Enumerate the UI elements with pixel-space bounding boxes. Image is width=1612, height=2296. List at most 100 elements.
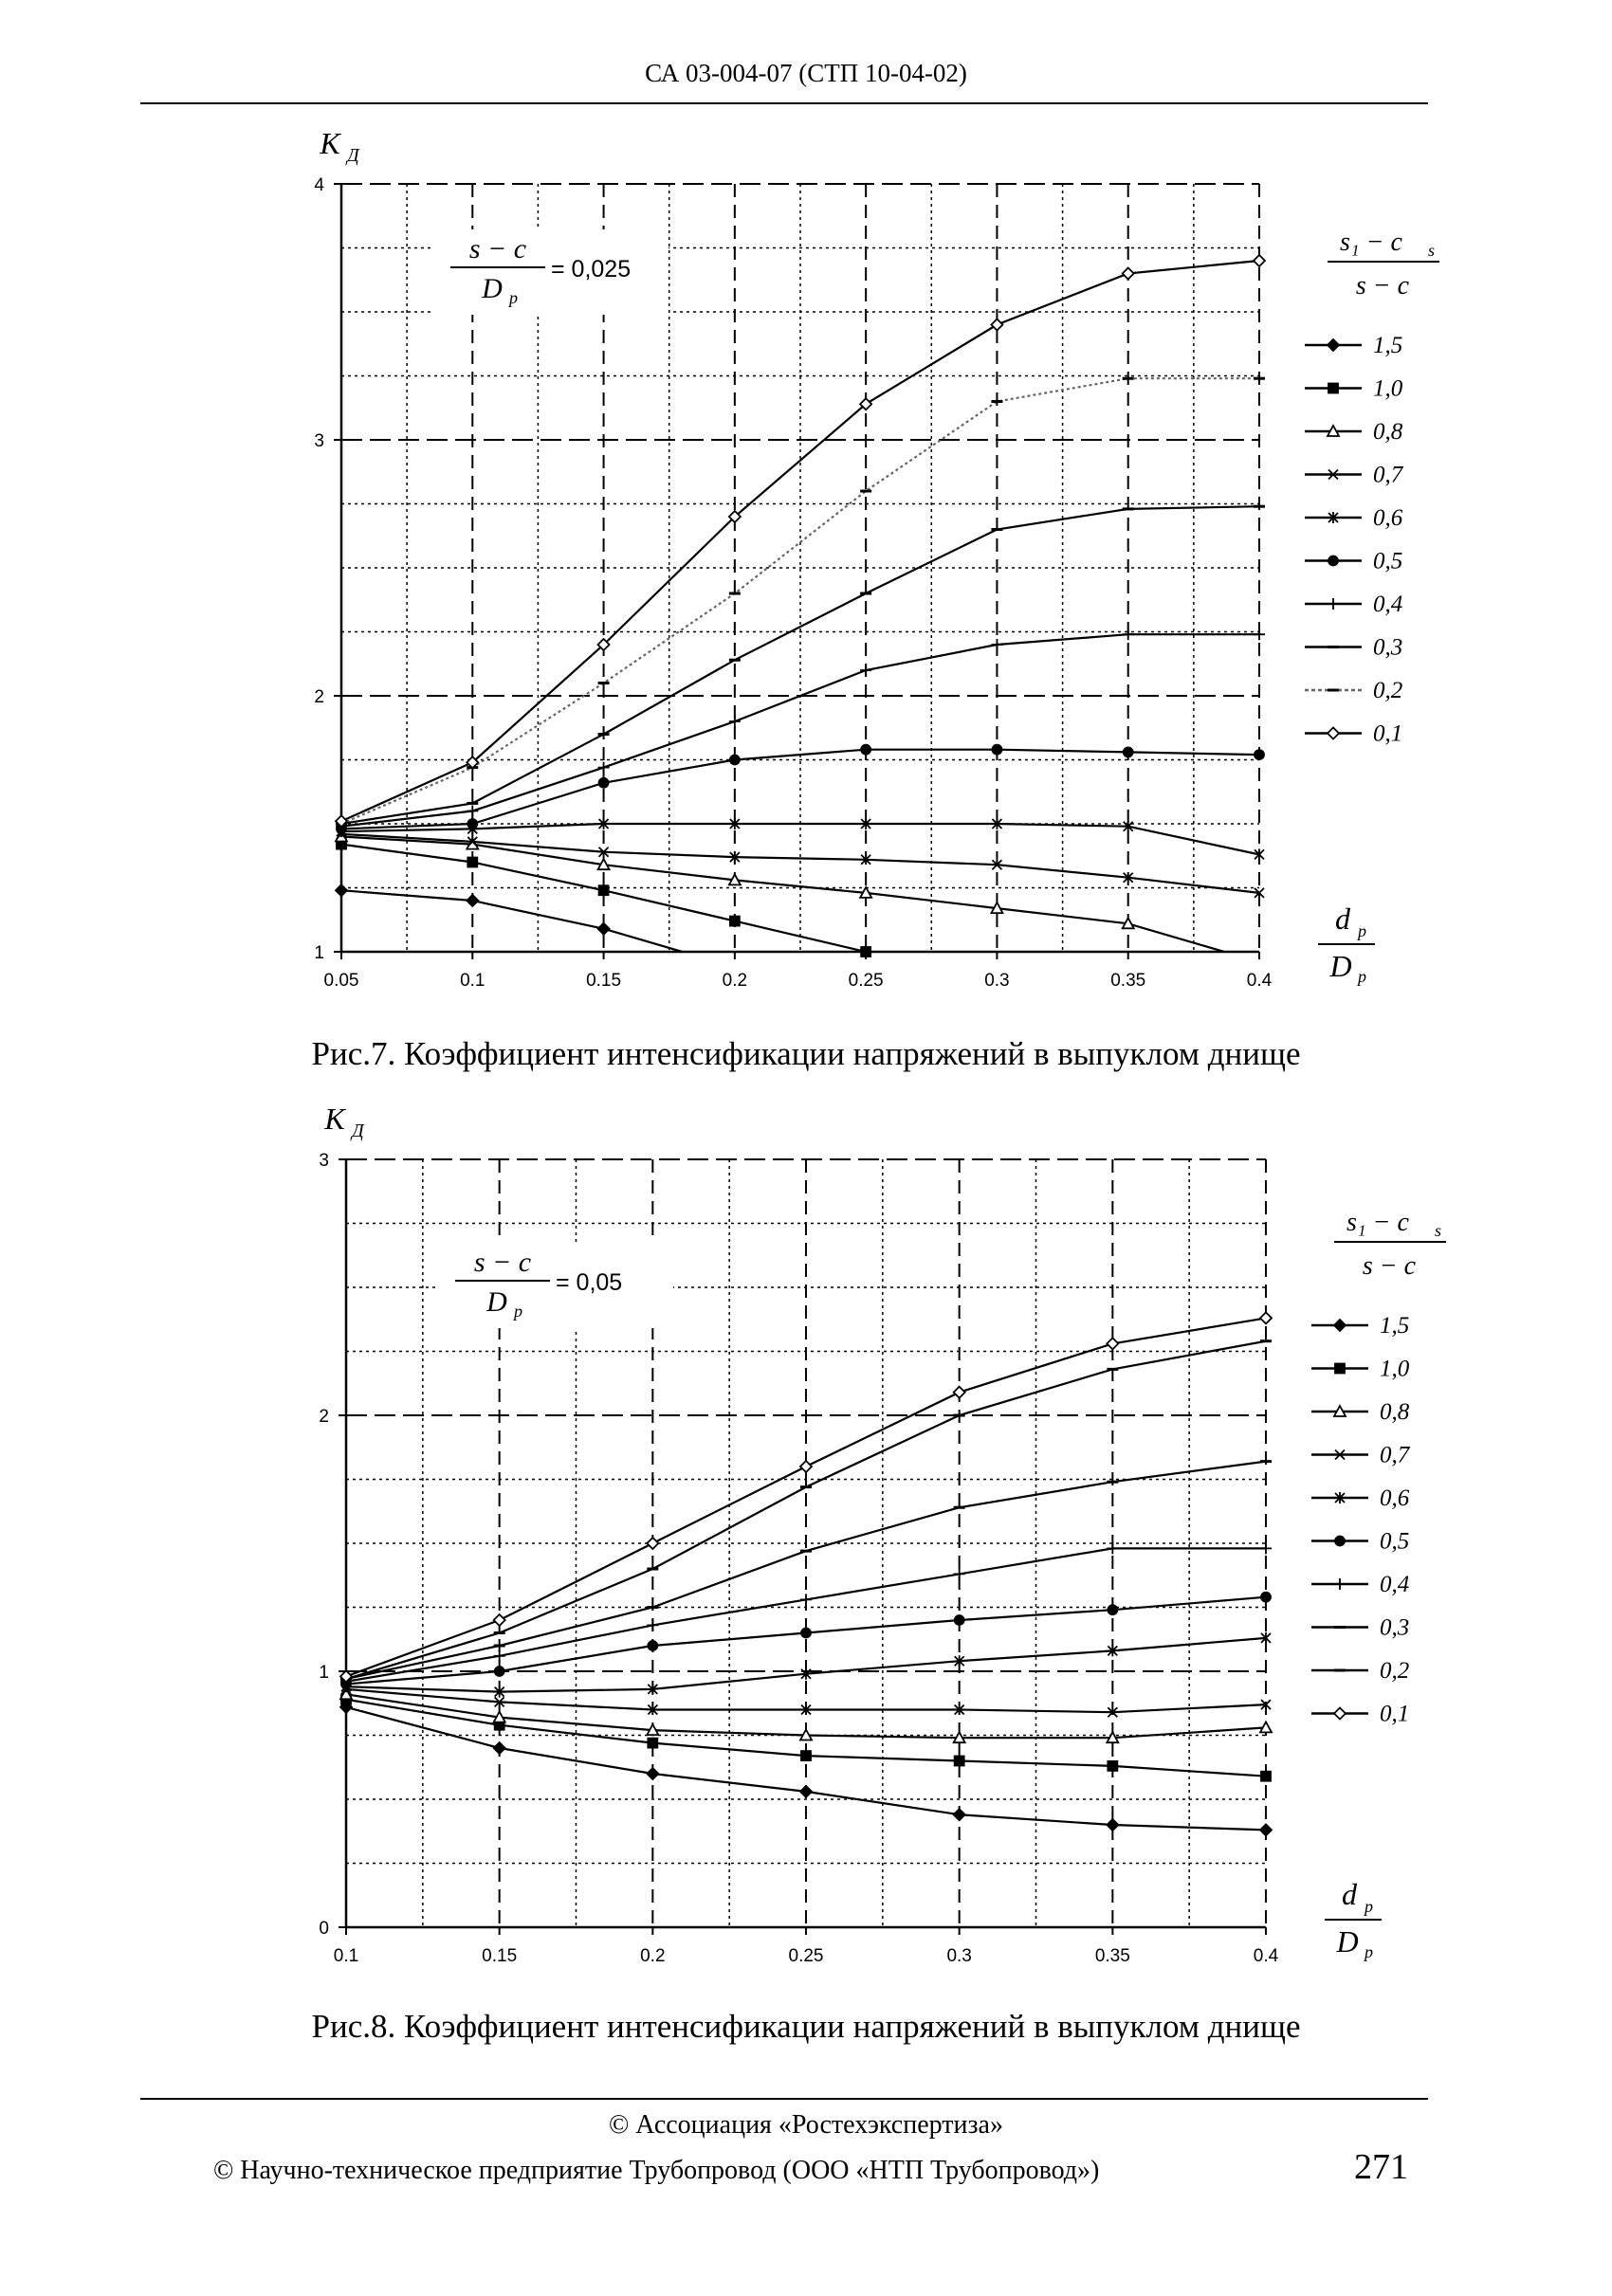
legend-marker bbox=[1326, 424, 1341, 437]
legend-marker bbox=[1334, 1535, 1346, 1547]
legend-label: 1,5 bbox=[1380, 1313, 1409, 1339]
data-point-marker bbox=[1260, 1770, 1272, 1782]
data-point-marker bbox=[953, 1568, 965, 1580]
data-point-marker bbox=[728, 716, 741, 727]
legend-item: 0,8 bbox=[1311, 1399, 1410, 1425]
annotation-denominator-subscript: р bbox=[507, 288, 518, 307]
legend-item: 0,5 bbox=[1305, 549, 1402, 574]
x-axis-label-numerator-subscript: р bbox=[1356, 921, 1366, 940]
legend-label: 1,5 bbox=[1373, 333, 1402, 358]
legend-item: 0,3 bbox=[1311, 1615, 1409, 1641]
data-point-marker bbox=[860, 854, 871, 866]
legend-item: 0,1 bbox=[1311, 1702, 1409, 1727]
legend-label: 1,0 bbox=[1380, 1357, 1410, 1382]
data-point-marker bbox=[1122, 746, 1134, 758]
data-point-marker bbox=[1123, 872, 1134, 884]
legend-marker bbox=[1326, 726, 1341, 740]
data-point-marker bbox=[492, 1709, 507, 1723]
data-point-marker bbox=[860, 743, 872, 756]
annotation-numerator: s − c bbox=[474, 1247, 531, 1278]
data-point-marker bbox=[1258, 1311, 1273, 1325]
legend-label: 0,8 bbox=[1373, 419, 1403, 445]
header-rule bbox=[140, 102, 1428, 104]
data-point-marker bbox=[647, 1640, 659, 1651]
legend-marker bbox=[1328, 512, 1339, 523]
legend-marker bbox=[1332, 1318, 1347, 1333]
legend-marker bbox=[1334, 1449, 1346, 1461]
legend-item: 0,1 bbox=[1305, 721, 1402, 747]
legend-marker bbox=[1328, 555, 1339, 567]
data-point-marker bbox=[334, 883, 349, 898]
annotation-background bbox=[436, 1243, 673, 1328]
data-point-marker bbox=[1254, 749, 1265, 760]
data-point-marker bbox=[1106, 1337, 1120, 1351]
legend-marker bbox=[1328, 468, 1339, 481]
data-point-marker bbox=[798, 1459, 814, 1474]
x-tick-label: 0.3 bbox=[946, 1946, 971, 1966]
legend-marker bbox=[1334, 1492, 1346, 1503]
y-axis-label: K bbox=[323, 1102, 346, 1136]
x-tick-label: 0.25 bbox=[789, 1946, 824, 1966]
legend-item: 0,4 bbox=[1311, 1572, 1409, 1597]
data-point-marker bbox=[989, 901, 1004, 914]
y-tick-label: 4 bbox=[314, 175, 324, 195]
data-point-marker bbox=[858, 885, 873, 899]
data-point-marker bbox=[467, 818, 479, 829]
annotation-background bbox=[431, 229, 669, 315]
x-axis-label-numerator: d bbox=[1342, 1877, 1358, 1911]
data-point-marker bbox=[467, 836, 478, 847]
data-point-marker bbox=[1260, 1591, 1272, 1603]
data-point-marker bbox=[991, 743, 1003, 756]
legend-marker bbox=[1326, 337, 1341, 353]
data-point-marker bbox=[1260, 1542, 1272, 1555]
legend-label: 0,8 bbox=[1380, 1399, 1410, 1425]
x-axis-label-denominator-subscript: р bbox=[1356, 967, 1366, 986]
data-point-marker bbox=[646, 1536, 660, 1551]
series-line-0-8 bbox=[341, 835, 1229, 952]
y-tick-label: 3 bbox=[319, 1151, 329, 1171]
x-axis-label-denominator: D bbox=[1335, 1924, 1358, 1959]
data-point-marker bbox=[800, 1667, 812, 1680]
data-point-marker bbox=[596, 857, 612, 871]
data-point-marker bbox=[1105, 1730, 1120, 1744]
legend-item: 0,7 bbox=[1311, 1443, 1411, 1468]
legend: s₁ − c s s − c 1,5 1,0 0,8 0,7 0,6 0,5 0,4 0,3 0,2 0… bbox=[1311, 1208, 1446, 1727]
data-point-marker bbox=[800, 1750, 812, 1761]
data-point-marker bbox=[1258, 1823, 1273, 1837]
x-tick-label: 0.35 bbox=[1095, 1946, 1130, 1966]
figure-8-caption: Рис.8. Коэффициент интенсификации напряж… bbox=[311, 2008, 1301, 2045]
y-tick-label: 0 bbox=[319, 1919, 329, 1939]
data-point-marker bbox=[858, 396, 873, 411]
x-tick-label: 0.15 bbox=[586, 971, 621, 991]
legend-marker bbox=[1328, 598, 1339, 610]
annotation-numerator: s − c bbox=[469, 233, 526, 264]
data-point-marker bbox=[467, 805, 479, 817]
figure-7-caption: Рис.7. Коэффициент интенсификации напряж… bbox=[311, 1035, 1301, 1072]
legend-item: 1,0 bbox=[1305, 376, 1403, 402]
y-axis-label: K bbox=[319, 126, 341, 160]
data-point-marker bbox=[727, 872, 742, 886]
series-line-0-2 bbox=[341, 377, 1259, 826]
annotation-denominator: D bbox=[485, 1286, 507, 1318]
data-point-marker bbox=[1254, 887, 1265, 899]
data-point-marker bbox=[728, 915, 741, 927]
legend-item: 0,5 bbox=[1311, 1529, 1409, 1555]
data-point-marker bbox=[953, 1755, 965, 1767]
legend-marker bbox=[1328, 382, 1339, 394]
series-line-1-0 bbox=[341, 843, 870, 952]
legend-title-numerator: s₁ − c bbox=[1346, 1208, 1410, 1237]
data-point-marker bbox=[1107, 1542, 1119, 1555]
y-tick-label: 1 bbox=[314, 943, 324, 963]
legend-title-denominator: s − c bbox=[1356, 271, 1410, 301]
legend-title-numerator-subscript: s bbox=[1428, 241, 1435, 260]
data-point-marker bbox=[645, 1722, 660, 1736]
y-axis-label-subscript: Д bbox=[345, 145, 360, 166]
legend-label: 0,4 bbox=[1380, 1572, 1409, 1597]
data-point-marker bbox=[1258, 1720, 1273, 1734]
data-point-marker bbox=[798, 1784, 814, 1799]
x-tick-label: 0.2 bbox=[640, 1946, 665, 1966]
ratio-annotation: s − c D р = 0,025 bbox=[431, 229, 669, 315]
data-point-marker bbox=[492, 1740, 506, 1756]
data-point-marker bbox=[800, 1594, 812, 1606]
y-tick-label: 3 bbox=[314, 431, 324, 451]
